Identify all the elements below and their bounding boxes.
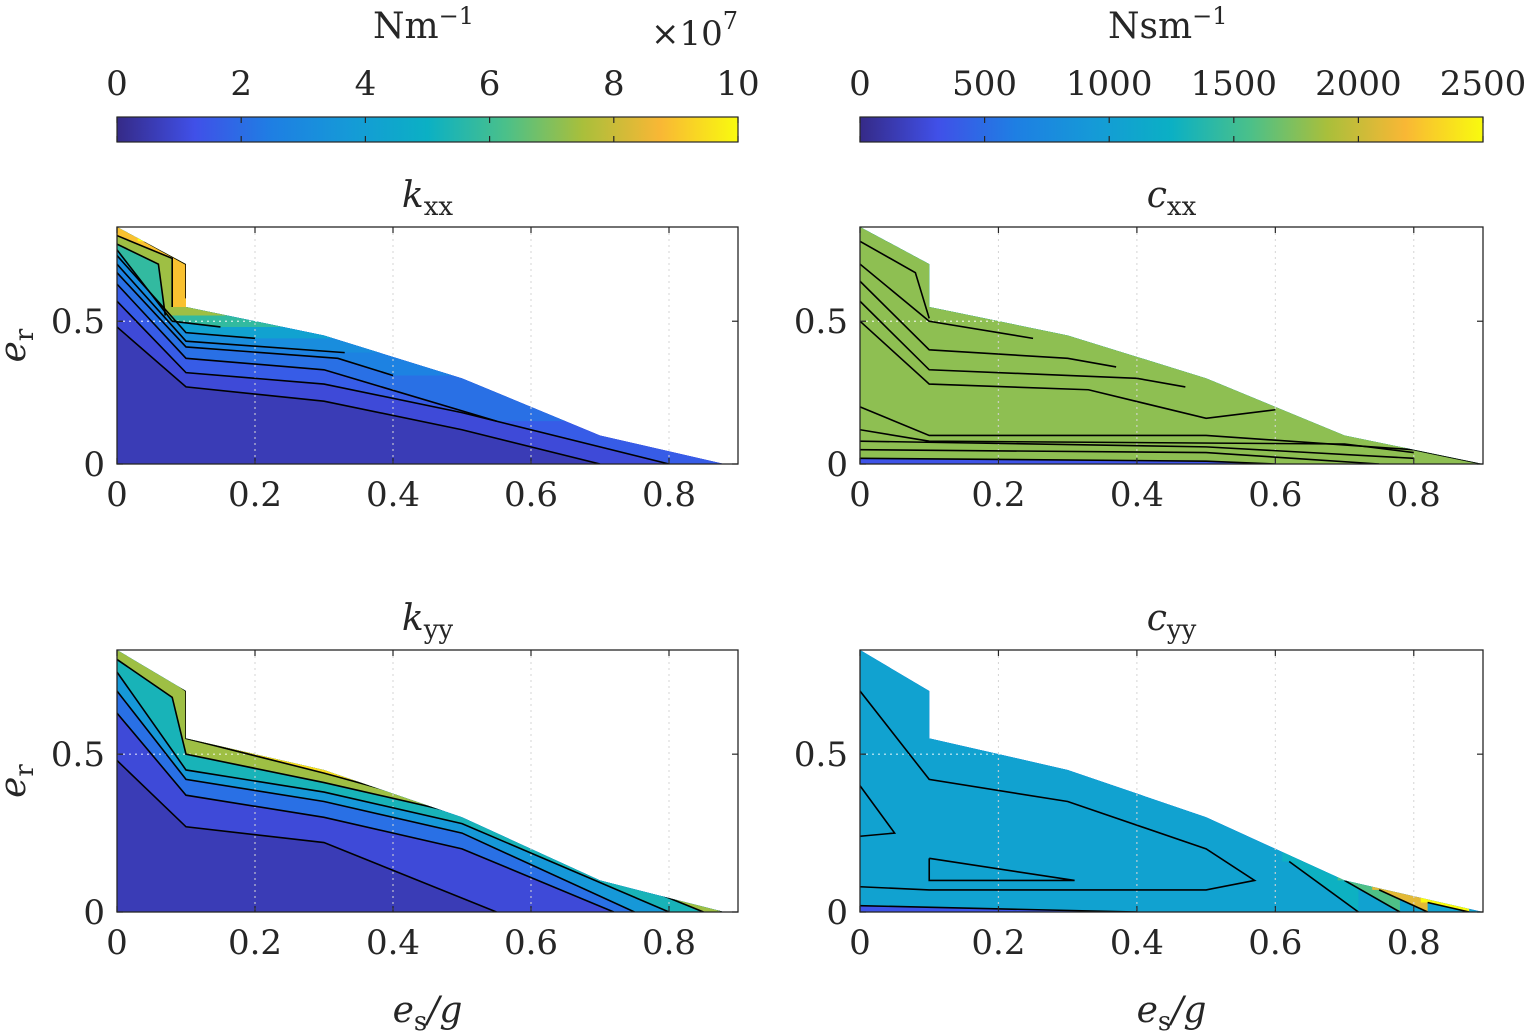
x-tick-label: 0.4 (1110, 475, 1164, 515)
x-tick-label: 0.4 (366, 923, 420, 963)
x-tick-label: 0.2 (971, 923, 1025, 963)
contour-line (117, 263, 345, 354)
x-tick-label: 0 (849, 923, 871, 963)
axes-box (116, 649, 739, 913)
colorbar-stiffness: Nm−1 ×107 0 2 4 6 8 10 (106, 2, 760, 143)
contour-line (860, 457, 1276, 464)
colorbar-tick-label: 1000 (1066, 64, 1153, 104)
panel-cyy: 0 0.2 0.4 0.6 0.8 0 0.5 cyy es/g (794, 598, 1484, 1032)
contour-line (860, 690, 1257, 891)
contour-line (117, 759, 497, 912)
colorbar-stiffness-unit: Nm−1 (373, 2, 474, 47)
colorbar-damping: Nsm−1 0 500 1000 1500 2000 2500 (849, 2, 1525, 143)
x-tick-label: 0.8 (1387, 923, 1441, 963)
colorbar-damping-unit: Nsm−1 (1108, 2, 1228, 47)
contour-line (860, 280, 1117, 368)
x-axis-label: es/g (393, 990, 463, 1032)
contour-line (928, 857, 1075, 882)
contour-line (117, 712, 615, 912)
colorbar-tick-label: 1500 (1191, 64, 1278, 104)
contour-line (117, 255, 256, 340)
colorbar-tick-label: 0 (106, 64, 128, 104)
colorbar-tick-label: 0 (849, 64, 871, 104)
contour-line (860, 320, 1276, 420)
contour-fill-region (1372, 650, 1483, 912)
panel-cxx: 0 0.2 0.4 0.6 0.8 0 0.5 cxx (794, 175, 1484, 515)
y-tick-label: 0.5 (51, 735, 105, 775)
contour-fill-region (860, 650, 1483, 912)
y-tick-label: 0 (826, 893, 848, 933)
contour-line (860, 263, 1034, 340)
contour-line (1344, 879, 1401, 912)
panel-title: kyy (402, 598, 454, 645)
y-tick-label: 0.5 (794, 735, 848, 775)
contour-fill-base (117, 650, 725, 912)
contour-line (117, 300, 670, 464)
contour-line (1427, 901, 1470, 912)
colorbar-tick-label: 2500 (1440, 64, 1525, 104)
colorbar-tick-label: 2000 (1315, 64, 1402, 104)
y-tick-label: 0 (83, 445, 105, 485)
colorbar-damping-bar (859, 116, 1484, 143)
panel-title: kxx (402, 175, 453, 222)
y-axis-label: er (0, 328, 40, 362)
x-tick-label: 0.4 (366, 475, 420, 515)
x-tick-label: 0 (106, 923, 128, 963)
x-axis-label: es/g (1137, 990, 1207, 1032)
x-tick-label: 0.8 (642, 475, 696, 515)
y-tick-label: 0.5 (51, 302, 105, 342)
contour-fill-base (117, 227, 725, 464)
x-tick-label: 0.2 (228, 475, 282, 515)
y-tick-label: 0 (83, 893, 105, 933)
panel-title: cxx (1147, 175, 1197, 222)
contour-line (117, 234, 173, 307)
x-tick-label: 0.2 (971, 475, 1025, 515)
contour-line (117, 243, 167, 316)
axes-box (859, 649, 1484, 913)
x-tick-label: 0 (849, 475, 871, 515)
contour-line (1378, 889, 1428, 912)
y-tick-label: 0 (826, 445, 848, 485)
contour-line (117, 272, 394, 377)
colorbar-tick-label: 2 (230, 64, 252, 104)
colorbar-tick-label: 500 (952, 64, 1017, 104)
x-tick-label: 0.6 (1248, 475, 1302, 515)
contour-fill-region (137, 227, 725, 299)
x-tick-label: 0.6 (1248, 923, 1302, 963)
x-tick-label: 0 (106, 475, 128, 515)
x-tick-label: 0.2 (228, 923, 282, 963)
contour-fill-region (1337, 650, 1483, 912)
colorbar-tick-label: 8 (603, 64, 625, 104)
contour-fill-region (1282, 650, 1483, 912)
contour-line (860, 428, 1414, 454)
contour-line (117, 283, 497, 422)
panel-title: cyy (1147, 598, 1197, 645)
contour-line (860, 785, 897, 838)
contour-line (860, 448, 1380, 464)
contour-line (117, 671, 670, 912)
x-tick-label: 0.8 (642, 923, 696, 963)
contour-line (860, 300, 1186, 388)
contour-line (1288, 860, 1359, 912)
colorbar-stiffness-multiplier: ×107 (651, 7, 738, 54)
x-tick-label: 0.6 (504, 475, 558, 515)
y-tick-label: 0.5 (794, 302, 848, 342)
contour-line (860, 440, 1414, 460)
contour-fill-region (1420, 650, 1483, 912)
colorbar-tick-label: 6 (479, 64, 501, 104)
colorbar-stiffness-bar (116, 116, 739, 143)
contour-line (117, 690, 635, 912)
contour-line (117, 326, 601, 464)
x-tick-label: 0.4 (1110, 923, 1164, 963)
axes-box (859, 226, 1484, 465)
colorbar-tick-label: 4 (355, 64, 377, 104)
x-tick-label: 0.6 (504, 923, 558, 963)
colorbar-tick-label: 10 (716, 64, 759, 104)
axes-box (116, 226, 739, 465)
contour-line (860, 240, 930, 319)
contour-line (117, 249, 221, 328)
x-tick-label: 0.8 (1387, 475, 1441, 515)
y-axis-label: er (0, 764, 40, 798)
